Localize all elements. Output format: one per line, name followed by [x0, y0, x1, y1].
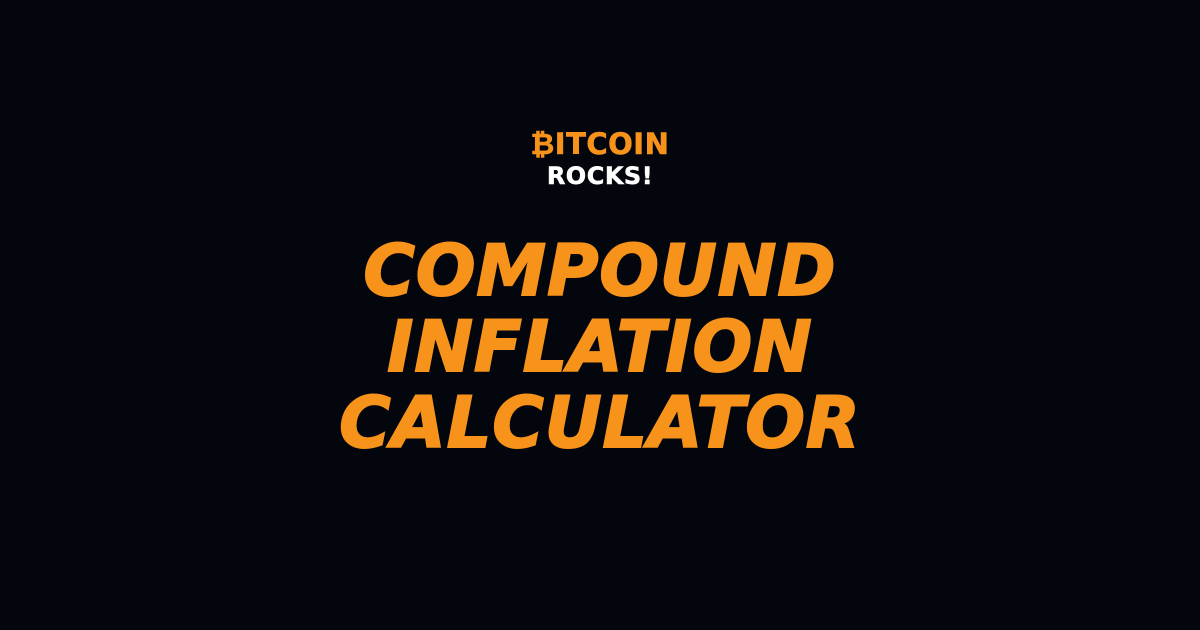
title-line-1: COMPOUND	[363, 230, 837, 312]
logo-bitcoin-text: ₿ITCOIN	[530, 127, 670, 161]
title-line-3: CALCULATOR	[338, 382, 861, 464]
bitcoin-rocks-logo: ₿ITCOIN ROCKS!	[0, 127, 1200, 190]
title-line-2: INFLATION	[386, 306, 813, 388]
page-title: COMPOUND INFLATION CALCULATOR	[0, 230, 1200, 464]
logo-rocks-text: ROCKS!	[546, 162, 654, 190]
